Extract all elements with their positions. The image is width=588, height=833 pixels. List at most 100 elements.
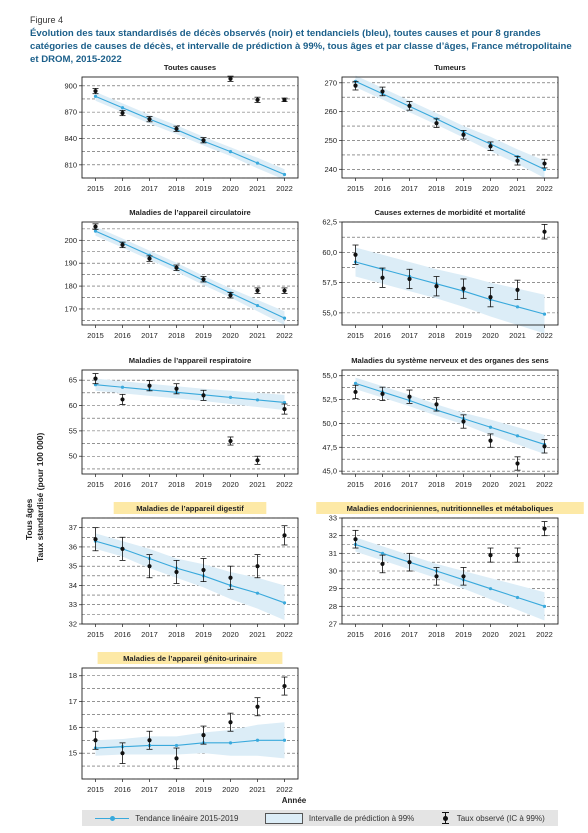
xtick-label: 2018 [168,331,185,340]
legend-observed-label: Taux observé (IC à 99%) [456,813,545,823]
ytick-label: 250 [324,136,337,145]
trend-point [515,434,520,438]
xtick-label: 2018 [428,184,445,193]
ytick-label: 900 [64,81,77,90]
observed-point [255,704,260,709]
ytick-label: 37 [69,523,77,532]
observed-point [380,89,385,94]
trend-point [174,743,179,748]
observed-point [515,461,520,466]
observed-point [380,561,385,567]
xtick-label: 2016 [114,630,131,639]
trend-point [515,305,520,309]
legend: Tendance linéaire 2015-2019 Intervalle d… [82,810,558,826]
observed-point [147,383,152,388]
trend-point [282,172,287,177]
observed-point [542,444,547,449]
ytick-label: 15 [69,749,77,758]
observed-point [353,537,358,542]
panel-2: Tumeurs 240 250 260 270 2015 2016 2017 2018 2019 2… [324,63,559,193]
title-highlight [97,652,283,664]
panel-frame [341,517,559,625]
panel-8: Maladies endocriniennes, nutritionnelles… [316,502,584,639]
trend-line [95,384,285,404]
legend-trend-label: Tendance linéaire 2015-2019 [135,813,239,823]
observed-point [201,733,206,738]
ytick-label: 35 [69,562,77,571]
ytick-label: 31 [329,549,337,558]
xtick-label: 2021 [249,630,266,639]
ytick-label: 57,5 [322,278,337,287]
observed-point [93,738,98,743]
observed-point [120,110,125,116]
xtick-label: 2018 [428,331,445,340]
observed-point [282,97,287,102]
xtick-label: 2021 [249,785,266,794]
legend-observed: Taux observé (IC à 99%) [441,812,545,824]
xtick-label: 2018 [168,785,185,794]
panel-5: Maladies de l’appareil respiratoire 50 55 6… [69,356,299,489]
observed-point [255,97,260,102]
prediction-band [355,75,545,178]
observed-point [174,386,179,391]
xtick-label: 2017 [401,480,418,489]
xtick-label: 2018 [428,480,445,489]
observed-point [380,275,385,280]
observed-point [282,533,287,538]
xtick-label: 2015 [87,785,104,794]
xtick-label: 2018 [428,630,445,639]
panel-title: Causes externes de morbidité et mortalit… [374,208,525,217]
panel-title: Maladies de l’appareil circulatoire [129,208,251,217]
xtick-label: 2019 [195,785,212,794]
trend-point [228,395,233,399]
ytick-label: 870 [64,108,77,117]
panel-title: Maladies de l’appareil respiratoire [129,356,251,365]
observed-point [434,402,439,407]
observed-point [380,391,385,396]
panel-frame [341,221,559,326]
xtick-label: 2015 [87,480,104,489]
xtick-label: 2019 [455,331,472,340]
xtick-label: 2021 [509,331,526,340]
trend-line [95,739,285,749]
trend-point [282,601,287,605]
panel-frame [341,76,559,179]
xtick-label: 2017 [401,184,418,193]
observed-point [201,138,206,143]
panel-frame [81,667,299,780]
xtick-label: 2015 [87,331,104,340]
observed-point [282,406,287,412]
trend-point [255,303,260,308]
observed-point [228,293,233,298]
xtick-label: 2021 [509,184,526,193]
ytick-label: 47,5 [322,443,337,452]
observed-point [255,288,260,293]
xtick-label: 2017 [141,331,158,340]
observed-point [282,288,287,293]
ytick-label: 55,0 [322,371,337,380]
panel-title: Maladies endocriniennes, nutritionnelles… [347,504,554,513]
trend-point [282,316,287,320]
observed-point [407,560,412,565]
ytick-label: 32 [69,620,77,629]
observed-point [120,546,125,551]
trend-point [93,229,98,233]
xtick-label: 2020 [222,480,239,489]
ytick-label: 16 [69,723,77,732]
ytick-label: 55 [69,426,77,435]
xtick-label: 2020 [482,331,499,340]
xtick-label: 2015 [87,630,104,639]
trend-point [255,398,260,402]
panel-frame [81,517,299,625]
ytick-label: 180 [64,282,77,291]
ytick-label: 190 [64,259,77,268]
panel-frame [81,369,299,475]
xtick-label: 2019 [455,184,472,193]
y-axis-title-line2: Taux standardisé (pour 100 000) [35,432,45,562]
ytick-label: 33 [329,514,337,523]
ytick-label: 28 [329,602,337,611]
trend-point [542,167,547,171]
ytick-label: 260 [324,107,337,116]
observed-point [120,242,125,247]
observed-point [228,575,233,580]
